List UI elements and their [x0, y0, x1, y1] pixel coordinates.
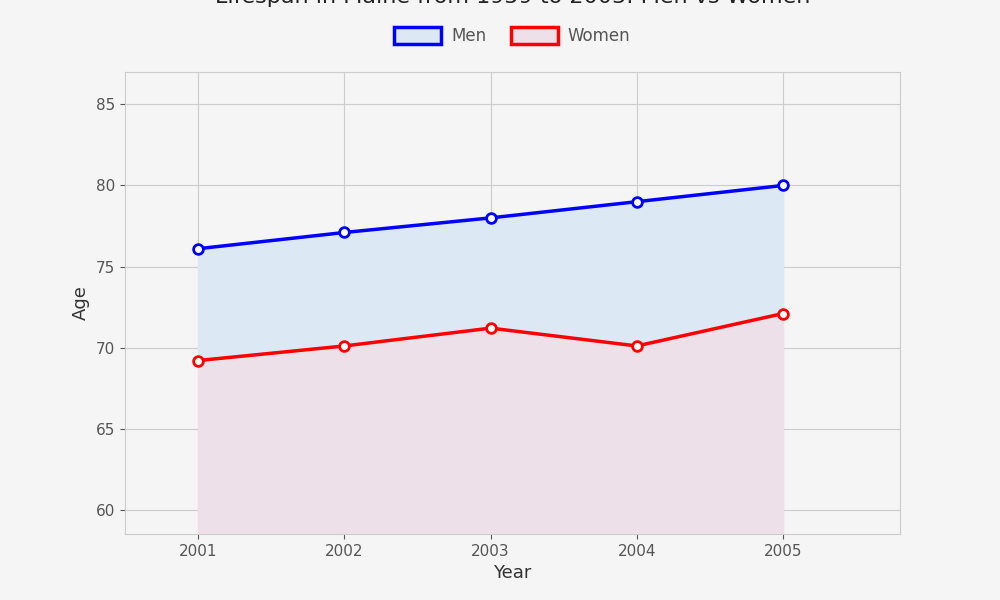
Title: Lifespan in Maine from 1959 to 2003: Men vs Women: Lifespan in Maine from 1959 to 2003: Men…	[215, 0, 810, 7]
Y-axis label: Age: Age	[72, 286, 90, 320]
Legend: Men, Women: Men, Women	[388, 20, 637, 52]
X-axis label: Year: Year	[493, 564, 532, 582]
